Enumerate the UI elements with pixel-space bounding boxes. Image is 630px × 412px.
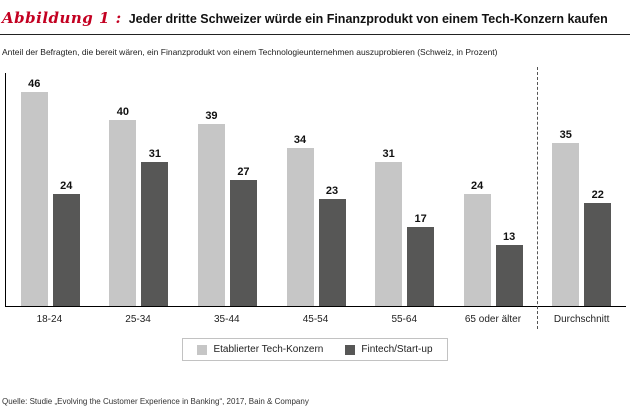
bar-value-label: 27	[237, 166, 250, 179]
bar-wrap: 24	[463, 73, 491, 306]
bar	[52, 194, 80, 306]
category-label: 35-44	[214, 314, 240, 325]
bar-wrap: 40	[109, 73, 137, 306]
source-note: Quelle: Studie „Evolving the Customer Ex…	[2, 397, 309, 406]
bar-value-label: 34	[293, 133, 307, 146]
bar-value-label: 24	[60, 180, 73, 193]
bar-value-label: 31	[148, 147, 161, 160]
bar-wrap: 31	[375, 73, 403, 306]
bar-group: 46 24	[6, 73, 95, 306]
legend-label-tech: Etablierter Tech-Konzern	[213, 344, 324, 355]
category-label: 65 oder älter	[464, 314, 522, 325]
header: Abbildung 1 : Jeder dritte Schweizer wür…	[0, 0, 630, 27]
bar	[197, 124, 225, 306]
bar-group: 34 23	[272, 73, 361, 306]
bar-wrap: 17	[407, 73, 435, 306]
bar-group: 39 27	[183, 73, 272, 306]
bar-group: 40 31	[95, 73, 184, 306]
bar	[584, 203, 612, 306]
bar-wrap: 31	[141, 73, 169, 306]
category-label: 18-24	[36, 314, 63, 325]
bar	[229, 180, 257, 306]
bar	[495, 245, 523, 306]
bar	[552, 142, 580, 306]
bar	[20, 91, 48, 306]
bar-wrap: 13	[495, 73, 523, 306]
category-axis: 18-24 25-34 35-44 45-54 55-64 65 oder älter Du…	[5, 307, 626, 325]
chart-subtitle: Anteil der Befragten, die bereit wären, …	[2, 47, 498, 57]
bar	[463, 194, 491, 306]
bar-group: 31 17	[360, 73, 449, 306]
bar-wrap: 35	[552, 73, 580, 306]
category-label: 45-54	[302, 314, 329, 325]
bar-value-label: 24	[471, 180, 484, 193]
legend: Etablierter Tech-Konzern Fintech/Start-u…	[182, 338, 448, 361]
category-label: 25-34	[125, 314, 151, 325]
bar-wrap: 34	[286, 73, 314, 306]
figure-label: Abbildung 1 :	[2, 9, 122, 27]
bar	[286, 147, 314, 306]
legend-item-fintech: Fintech/Start-up	[345, 344, 433, 355]
bar	[375, 161, 403, 306]
bar-value-label: 13	[503, 231, 516, 244]
legend-swatch-tech	[197, 344, 208, 355]
bar-wrap: 27	[229, 73, 257, 306]
bar	[318, 198, 346, 306]
bar	[407, 226, 435, 306]
bar-wrap: 24	[52, 73, 80, 306]
bar	[109, 119, 137, 306]
bar-value-label: 17	[414, 212, 427, 225]
bar-value-label: 35	[559, 128, 572, 141]
bar-wrap: 22	[584, 73, 612, 306]
plot-area: 46 24 40 31 39 27 34 23 31 17 24 13 35 22	[5, 73, 626, 307]
category-label: 55-64	[391, 314, 418, 325]
bar-value-label: 46	[28, 77, 41, 90]
bar-group: 24 13	[449, 73, 538, 306]
bar-wrap: 46	[20, 73, 48, 306]
bar-value-label: 23	[325, 184, 339, 197]
bar-wrap: 23	[318, 73, 346, 306]
bar-value-label: 22	[591, 189, 604, 202]
category-label: Durchschnitt	[553, 314, 610, 325]
average-separator-line	[537, 67, 539, 329]
bar-chart: 46 24 40 31 39 27 34 23 31 17 24 13 35 22 18-24 25-34 3…	[5, 67, 626, 329]
header-rule	[0, 34, 630, 35]
bar-value-label: 31	[382, 147, 395, 160]
legend-swatch-fintech	[345, 344, 356, 355]
bar-value-label: 39	[205, 110, 218, 123]
bar-group: 35 22	[537, 73, 626, 306]
legend-item-tech: Etablierter Tech-Konzern	[197, 344, 323, 355]
bar-wrap: 39	[197, 73, 225, 306]
bar	[141, 161, 169, 306]
legend-label-fintech: Fintech/Start-up	[361, 344, 433, 355]
page-title: Jeder dritte Schweizer würde ein Finanzp…	[128, 12, 608, 26]
bar-value-label: 40	[116, 105, 129, 118]
